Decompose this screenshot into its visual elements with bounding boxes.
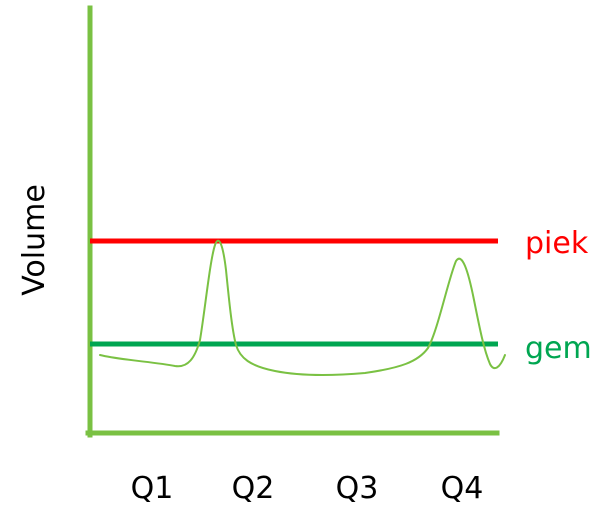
- x-tick-label: Q3: [336, 471, 379, 506]
- average-label: gem: [525, 331, 592, 366]
- y-axis-label: Volume: [17, 184, 52, 296]
- peak-label: piek: [525, 226, 589, 261]
- x-tick-label: Q2: [232, 471, 275, 506]
- x-tick-label: Q4: [441, 471, 484, 506]
- volume-curve: [99, 239, 506, 377]
- x-tick-label: Q1: [131, 471, 174, 506]
